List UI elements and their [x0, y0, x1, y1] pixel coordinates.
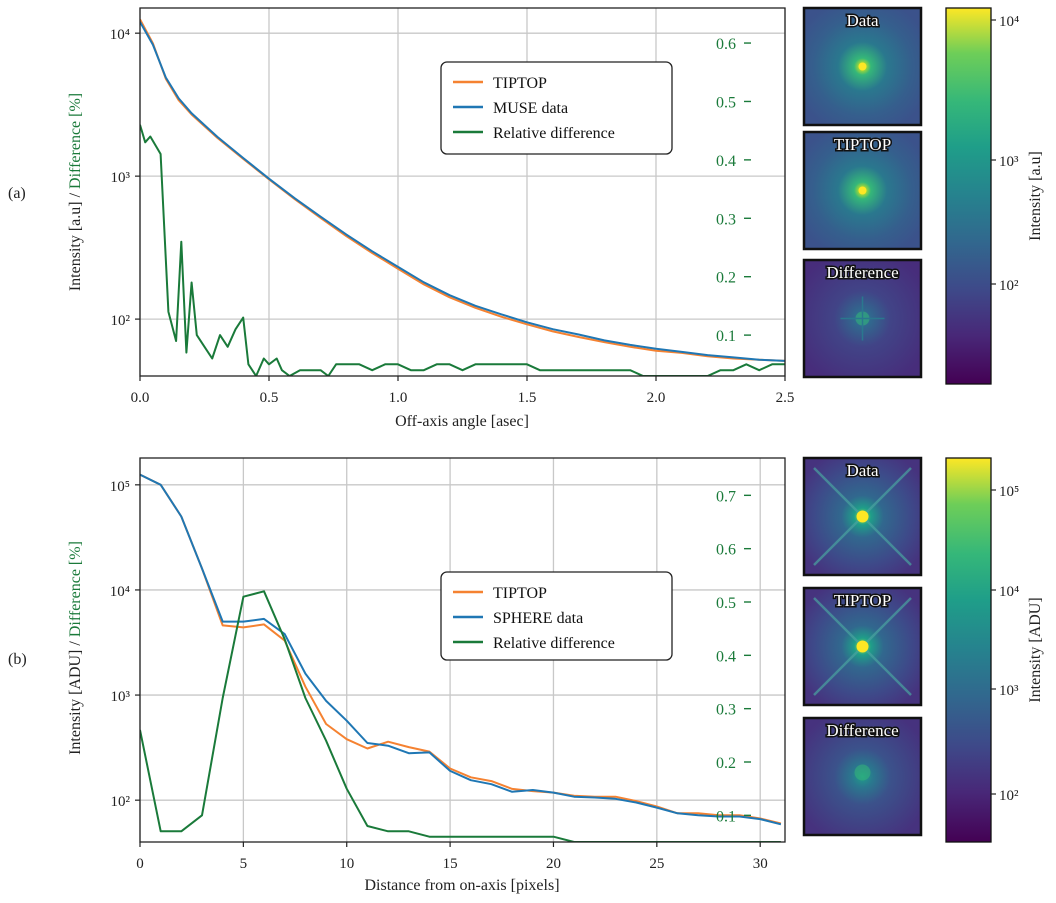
panel-a: 0.0 0.5 1.0 1.5 2.0 2.5 10² 10³ 10⁴ 0.1 0.2 0.3 0.4 0…: [8, 6, 1044, 430]
y-axis-label-main: Intensity [a.u] /: [67, 189, 84, 291]
thumbnail-tiptop: TIPTOP: [802, 130, 923, 251]
thumbnail-tiptop: TIPTOP: [802, 586, 923, 707]
x-tick-label: 25: [649, 856, 664, 872]
colorbar: [945, 7, 992, 385]
legend-entry: SPHERE data: [493, 610, 583, 627]
legend-entry: Relative difference: [493, 635, 615, 652]
x-tick-label: 20: [546, 856, 561, 872]
colorbar-label: Intensity [a.u]: [1027, 151, 1044, 241]
legend-box: [440, 571, 673, 661]
colorbar-tick-label: 10²: [999, 788, 1019, 804]
legend-entry: TIPTOP: [493, 75, 547, 92]
right-y-tick-label: 0.1: [716, 328, 736, 345]
right-y-tick-label: 0.1: [716, 808, 736, 825]
thumbnail-data: Data: [802, 6, 923, 127]
x-tick-label: 30: [753, 856, 768, 872]
x-tick-label: 5: [240, 856, 248, 872]
right-y-tick-label: 0.5: [716, 595, 736, 612]
y-axis-label-difference: Difference [%]: [67, 541, 84, 637]
legend-box: [440, 61, 673, 155]
thumbnail-title: Difference: [826, 721, 898, 740]
y-axis-label-main: Intensity [ADU] /: [67, 637, 84, 755]
y-tick-label: 10⁴: [110, 27, 130, 43]
colorbar-tick-label: 10³: [999, 154, 1019, 170]
right-y-tick-label: 0.4: [716, 648, 736, 665]
y-tick-label: 10²: [111, 794, 131, 810]
y-axis-label: Intensity [ADU] / Difference [%]: [67, 541, 84, 755]
x-tick-label: 1.0: [389, 390, 408, 406]
thumbnail-data: Data: [802, 456, 923, 577]
thumbnail-difference: Difference: [802, 716, 923, 837]
thumbnail-title: TIPTOP: [834, 591, 891, 610]
psf-core: [858, 186, 867, 195]
legend-entry: TIPTOP: [493, 585, 547, 602]
colorbar-tick-label: 10⁴: [999, 584, 1019, 600]
panel-b: 0 5 10 15 20 25 30 10² 10³ 10⁴ 10⁵ 0.1 0.2 0.3 0.4 0.5 0…: [8, 456, 1044, 894]
right-y-tick-label: 0.3: [716, 211, 736, 228]
x-tick-label: 0.0: [131, 390, 150, 406]
thumbnail-title: Difference: [826, 263, 898, 282]
thumbnail-difference: Difference: [802, 258, 923, 379]
y-axis-label-difference: Difference [%]: [67, 93, 84, 189]
y-axis-label: Intensity [a.u] / Difference [%]: [67, 93, 84, 291]
y-tick-label: 10³: [111, 170, 131, 186]
psf-core: [856, 640, 869, 653]
x-tick-label: 0.5: [260, 390, 279, 406]
plot-frame: [139, 7, 786, 377]
colorbar-tick-label: 10²: [999, 278, 1019, 294]
series-line-muse-data: [140, 21, 785, 362]
x-tick-label: 2.5: [776, 390, 795, 406]
series-line-sphere-data: [140, 473, 782, 826]
psf-core: [856, 510, 869, 523]
x-tick-label: 10: [339, 856, 354, 872]
legend-entry: MUSE data: [493, 100, 568, 117]
x-tick-label: 15: [443, 856, 458, 872]
series-line-relative-difference: [140, 124, 785, 376]
y-tick-label: 10⁴: [110, 584, 130, 600]
series-line-relative-difference: [140, 590, 781, 842]
right-y-tick-label: 0.2: [716, 270, 736, 287]
y-tick-label: 10⁵: [110, 479, 130, 495]
thumbnail-title: TIPTOP: [834, 135, 891, 154]
colorbar-tick-label: 10⁵: [999, 484, 1019, 500]
colorbar-label: Intensity [ADU]: [1027, 597, 1044, 702]
legend-entry: Relative difference: [493, 125, 615, 142]
panel-label: (a): [8, 185, 26, 202]
x-axis-label: Off-axis angle [asec]: [395, 413, 529, 430]
right-y-tick-label: 0.6: [716, 36, 736, 53]
panel-label: (b): [8, 651, 27, 668]
right-y-tick-label: 0.6: [716, 542, 736, 559]
right-y-tick-label: 0.7: [716, 488, 736, 505]
y-tick-label: 10²: [111, 313, 131, 329]
x-axis-label: Distance from on-axis [pixels]: [364, 877, 559, 894]
right-y-tick-label: 0.2: [716, 755, 736, 772]
colorbar-tick-label: 10⁴: [999, 14, 1019, 30]
thumbnail-title: Data: [846, 11, 879, 30]
colorbar: [945, 457, 992, 843]
difference-core: [854, 764, 871, 781]
y-tick-label: 10³: [111, 689, 131, 705]
thumbnail-title: Data: [846, 461, 879, 480]
plot-frame: [139, 457, 786, 843]
right-y-tick-label: 0.4: [716, 153, 736, 170]
psf-core: [858, 62, 867, 71]
right-y-tick-label: 0.5: [716, 94, 736, 111]
right-y-tick-label: 0.3: [716, 702, 736, 719]
x-tick-label: 1.5: [518, 390, 537, 406]
x-tick-label: 0: [136, 856, 144, 872]
colorbar-tick-label: 10³: [999, 683, 1019, 699]
x-tick-label: 2.0: [647, 390, 666, 406]
